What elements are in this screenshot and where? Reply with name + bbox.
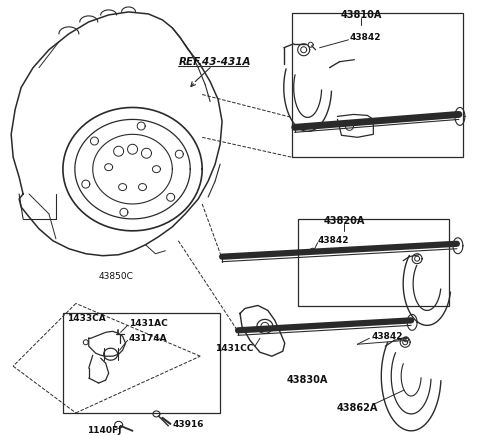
Text: 43842: 43842 (318, 236, 349, 245)
Text: 43174A: 43174A (129, 334, 167, 343)
Text: 1140FJ: 1140FJ (87, 426, 122, 435)
Bar (298, 219, 449, 307)
Text: 1431AC: 1431AC (129, 319, 168, 328)
Text: 43850C: 43850C (98, 272, 133, 281)
Text: 43862A: 43862A (336, 403, 378, 413)
Text: 43842: 43842 (372, 332, 403, 341)
Text: 43842: 43842 (349, 33, 381, 42)
Text: 43810A: 43810A (341, 10, 382, 20)
Text: 43830A: 43830A (287, 375, 328, 385)
Text: 43820A: 43820A (324, 216, 365, 226)
Text: REF.43-431A: REF.43-431A (178, 57, 251, 67)
Bar (292, 13, 463, 157)
Bar (63, 313, 220, 413)
Text: 43916: 43916 (172, 420, 204, 429)
Text: 1431CC: 1431CC (215, 344, 253, 353)
Text: 1433CA: 1433CA (67, 314, 106, 323)
